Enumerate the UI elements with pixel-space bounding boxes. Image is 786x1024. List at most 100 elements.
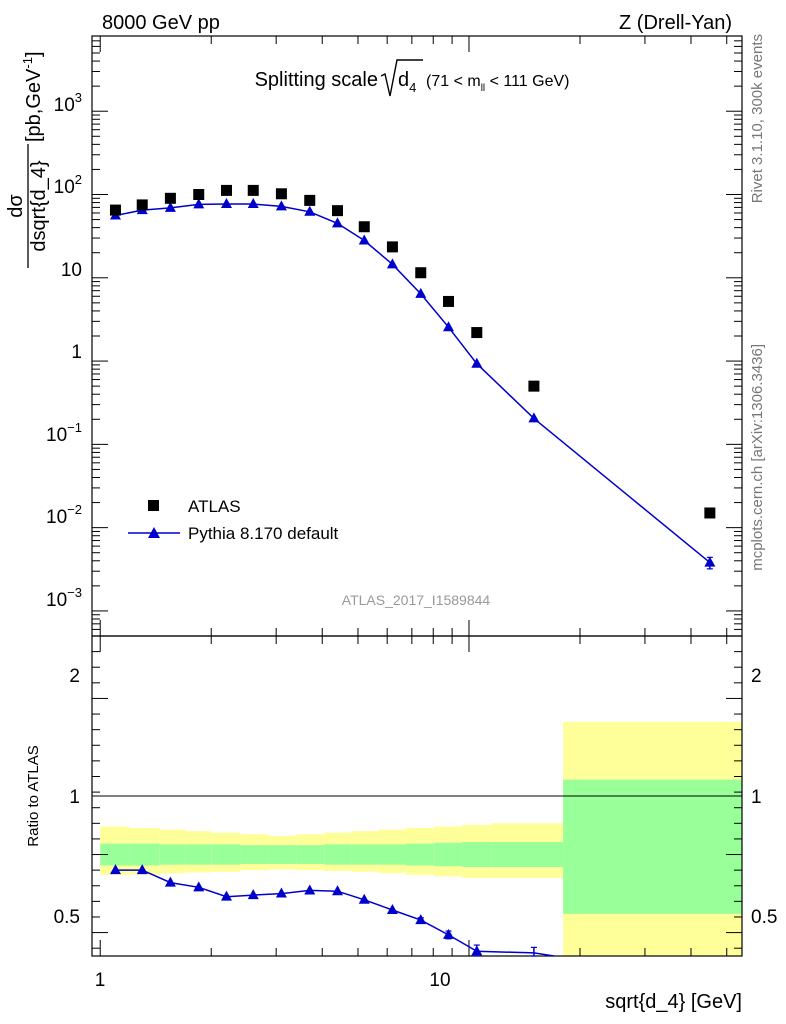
- ratio-y-axis-label: Ratio to ATLAS: [25, 745, 42, 846]
- ratio-tick-label-1-left: 1: [69, 787, 80, 808]
- ratio-pythia-point: [386, 903, 398, 914]
- ratio-band-inner-bin: [296, 845, 325, 864]
- ratio-pythia-point: [247, 889, 259, 900]
- ratio-y-tick-labels: 2 1 0.5 2 1 0.5: [54, 666, 778, 928]
- ratio-band-inner-bin: [240, 845, 268, 864]
- atlas-point: [109, 204, 121, 216]
- pythia-point: [704, 556, 716, 567]
- atlas-point: [304, 194, 316, 206]
- ratio-band-inner-bin: [185, 844, 212, 865]
- pythia-point: [220, 197, 232, 208]
- ratio-pythia-point: [193, 881, 205, 892]
- sqrt-symbol: [380, 59, 423, 97]
- plot-title-range: (71 < mll < 111 GeV): [426, 73, 569, 94]
- legend-marker-atlas: [148, 500, 159, 511]
- ratio-pythia-point: [331, 885, 343, 896]
- ratio-axis-ticks: [92, 635, 742, 956]
- ratio-tick-label-1-right: 1: [751, 787, 762, 808]
- pythia-point: [386, 258, 398, 269]
- atlas-point: [704, 507, 716, 519]
- main-y-axis-label: dσ dsqrt{d_4} [pb,GeV-1]: [5, 51, 50, 268]
- atlas-point: [386, 241, 398, 253]
- pythia-line: [115, 203, 711, 564]
- y-tick-label-1e-2: 10−2: [46, 502, 82, 528]
- ratio-tick-label-2-right: 2: [751, 666, 762, 687]
- ratio-uncertainty-bands: [100, 721, 742, 956]
- legend-label-pythia: Pythia 8.170 default: [188, 524, 339, 543]
- y-label-denominator: dsqrt{d_4}: [28, 160, 50, 252]
- ratio-band-inner-bin: [434, 842, 463, 867]
- ratio-pythia-line: [115, 869, 555, 957]
- main-data-marks: [109, 184, 716, 570]
- ratio-tick-label-2-left: 2: [69, 666, 80, 687]
- ratio-data-marks: [109, 864, 555, 957]
- pythia-point: [275, 200, 287, 211]
- y-tick-label-1: 1: [71, 342, 82, 363]
- ratio-band-inner-bin: [267, 845, 297, 864]
- analysis-watermark: ATLAS_2017_I1589844: [342, 592, 491, 608]
- ratio-band-inner-bin: [378, 844, 407, 865]
- main-y-tick-labels: 103 102 10 1 10−1 10−2 10−3: [46, 90, 82, 611]
- atlas-point: [164, 192, 176, 204]
- ratio-pythia-point: [415, 914, 427, 925]
- ratio-band-inner-bin: [406, 843, 435, 866]
- header-right: Z (Drell-Yan): [619, 12, 732, 34]
- ratio-band-inner-bin: [159, 844, 186, 865]
- pythia-point: [415, 287, 427, 298]
- ratio-band-inner-bin: [351, 844, 379, 865]
- pythia-point: [164, 201, 176, 212]
- ratio-band-inner-bin: [211, 844, 241, 865]
- plot-title-main: Splitting scale: [255, 69, 378, 91]
- legend-marker-pythia: [148, 527, 160, 538]
- atlas-point: [247, 184, 259, 196]
- atlas-point: [471, 327, 483, 339]
- atlas-point: [275, 188, 287, 200]
- ratio-pythia-point: [136, 864, 148, 875]
- atlas-point: [136, 199, 148, 211]
- ratio-band-inner-bin: [100, 843, 130, 866]
- ratio-band-inner-bin: [563, 779, 742, 914]
- legend-label-atlas: ATLAS: [188, 497, 241, 516]
- plot-title: Splitting scale d4 (71 < mll < 111 GeV): [255, 59, 569, 97]
- atlas-point: [528, 380, 540, 392]
- pythia-point: [331, 217, 343, 228]
- y-tick-label-1e2: 102: [54, 172, 82, 198]
- pythia-point: [443, 321, 455, 332]
- y-tick-label-1e-3: 10−3: [46, 585, 82, 611]
- legend: ATLAS Pythia 8.170 default: [128, 497, 339, 543]
- main-axis-ticks: [92, 35, 742, 637]
- ratio-band-inner-bin: [462, 842, 492, 868]
- ratio-tick-label-05-right: 0.5: [751, 907, 777, 928]
- y-label-numerator: dσ: [5, 194, 27, 218]
- x-axis-label: sqrt{d_4} [GeV]: [605, 991, 742, 1013]
- atlas-point: [415, 267, 427, 279]
- pythia-point: [193, 198, 205, 209]
- y-label-units: [pb,GeV-1]: [20, 51, 45, 142]
- ratio-band-inner-bin: [324, 844, 352, 865]
- atlas-point: [358, 221, 370, 233]
- rivet-info-label: Rivet 3.1.10, 300k events: [749, 34, 766, 203]
- source-info-label: mcplots.cern.ch [arXiv:1306.3436]: [749, 344, 766, 571]
- y-tick-label-1e-1: 10−1: [46, 420, 82, 446]
- ratio-pythia-point: [275, 887, 287, 898]
- atlas-point: [443, 295, 455, 307]
- ratio-band-inner-bin: [129, 843, 160, 866]
- pythia-point: [358, 234, 370, 245]
- pythia-point: [247, 197, 259, 208]
- ratio-pythia-point: [304, 884, 316, 895]
- ratio-tick-label-05-left: 0.5: [54, 907, 80, 928]
- atlas-point: [220, 184, 232, 196]
- pythia-point: [471, 357, 483, 368]
- atlas-point: [193, 189, 205, 201]
- ratio-pythia-point: [164, 876, 176, 887]
- y-tick-label-1e3: 103: [54, 90, 82, 116]
- pythia-point: [528, 412, 540, 423]
- ratio-pythia-point: [109, 864, 121, 875]
- x-tick-label-10: 10: [429, 970, 450, 991]
- pythia-point: [304, 205, 316, 216]
- ratio-pythia-point: [471, 945, 483, 956]
- atlas-point: [331, 205, 343, 217]
- ratio-pythia-point: [443, 928, 455, 939]
- y-tick-label-10: 10: [61, 260, 82, 281]
- header-left: 8000 GeV pp: [102, 12, 220, 34]
